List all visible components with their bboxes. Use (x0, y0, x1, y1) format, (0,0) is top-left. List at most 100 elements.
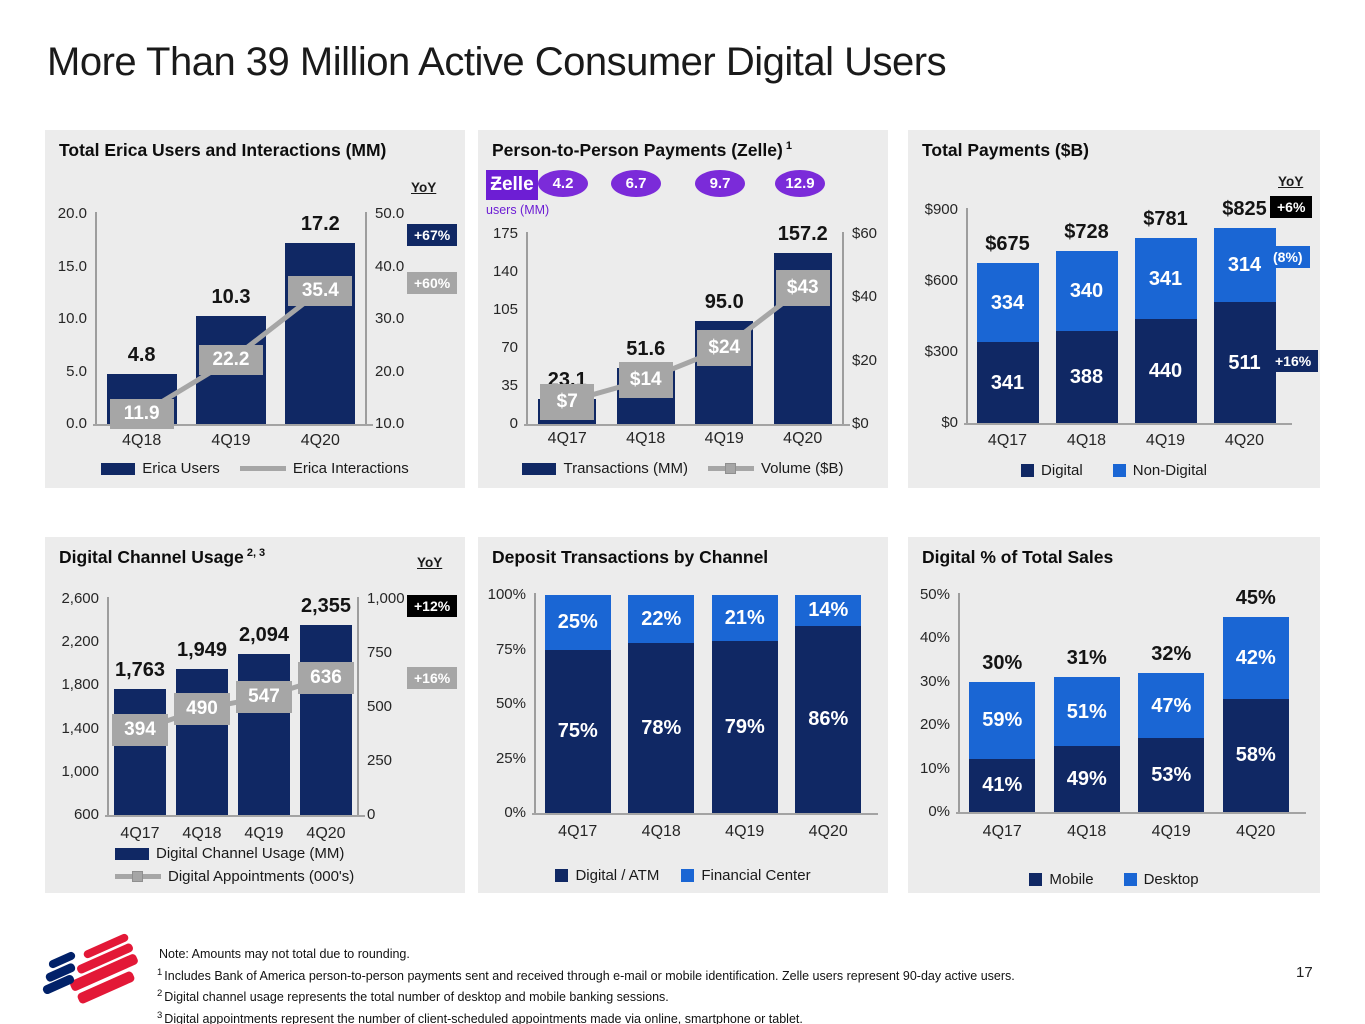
y-tick-label: $600 (924, 272, 958, 289)
segment-value-label: 21% (724, 606, 765, 629)
line-value-box: 35.4 (288, 275, 353, 306)
yoy-heading: YoY (1278, 174, 1304, 189)
yoy-badge: (8%) (1266, 246, 1310, 268)
y-tick-label: $60 (852, 225, 878, 242)
legend-label: Financial Center (701, 867, 811, 884)
y-tick-label: 1,800 (61, 676, 99, 694)
chart-title-superscript: 2, 3 (243, 547, 266, 560)
y-tick-label: 100% (487, 586, 526, 603)
y-tick-label: 30% (919, 672, 950, 690)
x-axis-label: 4Q20 (1236, 823, 1276, 840)
y-axis-line (526, 232, 528, 426)
y-tick-label: 175 (492, 225, 518, 242)
bar-value-label: 4.8 (127, 343, 156, 366)
segment-value-label: 78% (641, 716, 682, 739)
x-axis-line (532, 813, 878, 815)
chart-panel-zelle: Person-to-Person Payments (Zelle) 1 175 14… (478, 130, 888, 488)
segment-value-label: 41% (982, 774, 1023, 797)
chart-panel-deposits: Deposit Transactions by Channel 100% 75% 50… (478, 537, 888, 893)
stacked-bar-segment (1053, 746, 1120, 812)
zelle-users-oval: 4.2 (538, 170, 588, 197)
line-value-box: 636 (298, 661, 354, 694)
x-axis-label: 4Q19 (211, 432, 251, 449)
y-tick-label: $20 (852, 351, 878, 369)
total-value-label: 32% (1151, 643, 1192, 666)
x-axis-label: 4Q17 (987, 432, 1028, 449)
x-axis-line (964, 423, 1292, 425)
bar-value-label: 2,094 (238, 623, 290, 646)
segment-value-label: 49% (1066, 768, 1107, 791)
y-tick-label: 0.0 (66, 415, 87, 432)
legend-swatch (681, 869, 695, 882)
x-axis-line (93, 424, 373, 426)
stacked-bar-segment (711, 640, 778, 813)
stacked-bar-segment (1138, 673, 1205, 739)
yoy-heading: YoY (417, 555, 443, 570)
y-tick-label: 10% (919, 759, 950, 777)
stacked-bar-segment (1222, 698, 1289, 812)
bar (238, 653, 290, 815)
bar-value-label: 17.2 (300, 213, 340, 236)
legend-item: Volume ($B) (707, 460, 844, 477)
footnote-2: 2 Digital channel usage represents the to… (157, 988, 669, 1005)
total-value-label: 31% (1066, 647, 1107, 670)
chart-title: Total Payments ($B) (922, 140, 1089, 160)
segment-value-label: 440 (1148, 359, 1183, 382)
zelle-logo: Ƶelle (486, 170, 538, 200)
x-axis-label: 4Q20 (306, 825, 346, 842)
zelle-users-oval: 6.7 (611, 170, 661, 197)
stacked-bar-segment (969, 758, 1036, 812)
yoy-badge: +6% (1270, 196, 1313, 218)
stacked-bar-segment (628, 642, 695, 813)
chart-panel-payments: Total Payments ($B) $900 $600 $300 $0 4Q17 4Q1… (908, 130, 1320, 488)
footnote-1: 1 Includes Bank of America person-to-pers… (157, 966, 1015, 983)
x-axis-label: 4Q19 (725, 823, 765, 840)
total-value-label: $825 (1222, 197, 1267, 220)
legend: Mobile Desktop (908, 871, 1320, 888)
y-tick-label: $300 (924, 343, 958, 360)
total-value-label: $675 (985, 233, 1030, 256)
segment-value-label: 25% (557, 611, 598, 634)
y-axis-line (958, 593, 960, 814)
y-tick-label: 1,000 (61, 762, 99, 780)
segment-value-label: 86% (808, 708, 849, 731)
x-axis-label: 4Q17 (558, 823, 598, 840)
stacked-bar-segment (1213, 227, 1276, 303)
y-tick-label: 40% (919, 629, 950, 647)
legend-swatch (1112, 464, 1126, 477)
chart-panel-digital-sales: Digital % of Total Sales 50% 40% 30% 20% 10% 0… (908, 537, 1320, 893)
y-tick-label: 50% (919, 586, 950, 603)
total-value-label: 45% (1235, 586, 1276, 609)
yoy-badge: +12% (407, 595, 458, 617)
y-axis-line (842, 232, 844, 426)
legend: Transactions (MM) Volume ($B) (478, 460, 888, 477)
legend-swatch (1123, 873, 1137, 886)
x-axis-line (956, 812, 1306, 814)
segment-value-label: 388 (1069, 366, 1104, 389)
y-tick-label: 0% (928, 803, 950, 820)
y-tick-label: 50.0 (375, 205, 405, 222)
stacked-bar-segment (711, 595, 778, 641)
trend-line (140, 288, 322, 417)
legend-label: Transactions (MM) (563, 460, 688, 477)
y-tick-label: 40.0 (375, 257, 405, 275)
legend-line (239, 466, 286, 471)
y-tick-label: 10.0 (375, 415, 405, 432)
legend-label: Mobile (1049, 871, 1094, 888)
bar-value-label: 10.3 (211, 285, 251, 308)
x-axis-label: 4Q20 (1224, 432, 1265, 449)
y-tick-label: $40 (852, 288, 878, 306)
stacked-bar-segment (1055, 331, 1118, 423)
stacked-bar-segment (795, 625, 862, 813)
legend: Digital Channel Usage (MM) (115, 845, 344, 862)
y-axis-line (357, 597, 359, 817)
stacked-bar-segment (969, 681, 1036, 759)
y-tick-label: 0 (509, 415, 518, 432)
legend-label: Erica Users (142, 460, 220, 477)
x-axis-label: 4Q20 (300, 432, 340, 449)
y-tick-label: $900 (924, 201, 958, 218)
line-value-box: $14 (618, 361, 673, 398)
legend-swatch (115, 847, 149, 860)
y-tick-label: 35 (501, 377, 518, 394)
